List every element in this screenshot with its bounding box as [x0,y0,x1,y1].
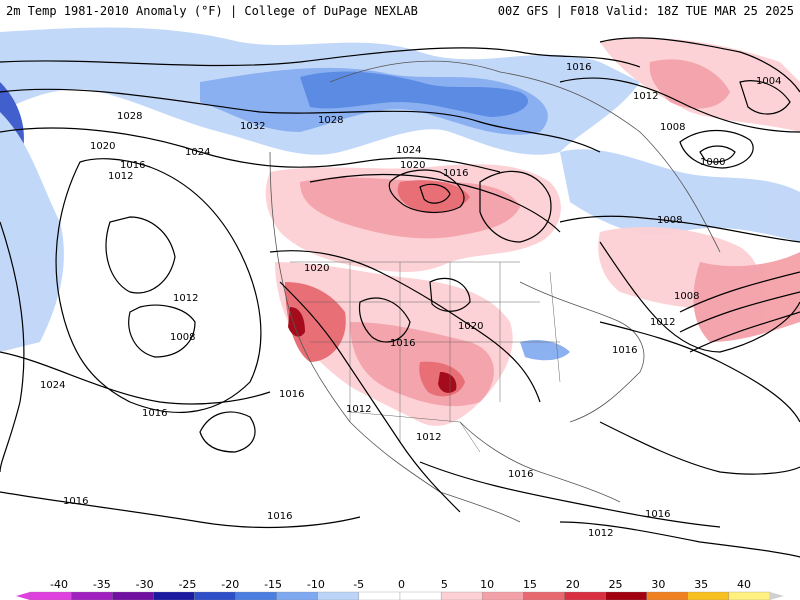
colorbar-tick-label: -30 [136,578,154,591]
colorbar-tick-label: 0 [398,578,405,591]
colorbar-swatch [276,591,318,600]
colorbar-tick-label: 40 [737,578,751,591]
colorbar-min-arrow [16,592,30,600]
colorbar-max-arrow [770,592,784,600]
isobar-label: 1016 [120,160,145,171]
colorbar-tick-label: 30 [651,578,665,591]
isobar-label: 1008 [657,215,682,226]
colorbar-tick-label: 20 [566,578,580,591]
isobar-label: 1008 [170,332,195,343]
colorbar-swatch [523,591,565,600]
political-borders [290,261,561,453]
isobar-label: 1000 [700,157,725,168]
isobar-label: 1020 [458,321,483,332]
isobar-label: 1016 [279,389,304,400]
colorbar-swatch [358,591,401,600]
isobar-label: 1012 [633,91,658,102]
colorbar-tick-label: -25 [178,578,196,591]
isobar-label: 1016 [63,496,88,507]
colorbar-swatch [399,591,442,600]
isobar-label: 1024 [396,145,421,156]
colorbar-swatch [194,591,236,600]
isobar-label: 1016 [142,408,167,419]
colorbar-swatch [112,591,154,600]
colorbar-swatches [16,591,784,600]
colorbar-tick-label: -20 [221,578,239,591]
colorbar-swatch [235,591,277,600]
isobar-label: 1020 [304,263,329,274]
colorbar-tick-label: -15 [264,578,282,591]
anomaly-map: 1028 1032 1028 1024 1020 1016 1016 1004 … [0,22,800,576]
isobar-label: 1012 [173,293,198,304]
cold-anomaly-regions [0,27,800,361]
colorbar-swatch [29,591,72,600]
isobar-label: 1016 [566,62,591,73]
colorbar-swatch [440,591,483,600]
isobar-label: 1012 [346,404,371,415]
isobar-label: 1024 [185,147,210,158]
colorbar-tick-label: 5 [441,578,448,591]
isobar-label: 1012 [108,171,133,182]
colorbar-tick-label: 25 [609,578,623,591]
coastlines [269,60,721,523]
isobar-label: 1028 [318,115,343,126]
isobar-label: 1028 [117,111,142,122]
map-title: 2m Temp 1981-2010 Anomaly (°F) | College… [6,4,418,18]
colorbar-swatch [482,591,524,600]
isobar-label: 1012 [650,317,675,328]
model-run-label: 00Z GFS | F018 Valid: 18Z TUE MAR 25 202… [497,4,794,18]
isobar-label: 1016 [645,509,670,520]
isobar-label: 1012 [416,432,441,443]
isobars [0,37,800,558]
colorbar-tick-label: -10 [307,578,325,591]
isobar-label: 1012 [588,528,613,539]
colorbar-swatch [728,591,771,600]
colorbar-swatch [153,591,195,600]
isobar-label: 1016 [390,338,415,349]
temperature-colorbar: -40 -35 -30 -25 -20 -15 -10 -5 0 5 10 15 20 25 30 35 40 [16,578,784,600]
colorbar-swatch [605,591,647,600]
isobar-label: 1032 [240,121,265,132]
map-header: 2m Temp 1981-2010 Anomaly (°F) | College… [0,0,800,22]
colorbar-tick-label: 15 [523,578,537,591]
isobar-label: 1016 [508,469,533,480]
colorbar-swatch [317,591,360,600]
colorbar-ticks: -40 -35 -30 -25 -20 -15 -10 -5 0 5 10 15 20 25 30 35 40 [50,578,751,591]
isobar-label: 1008 [674,291,699,302]
isobar-label: 1004 [756,76,781,87]
isobar-labels: 1028 1032 1028 1024 1020 1016 1016 1004 … [40,62,781,539]
isobar-label: 1016 [267,511,292,522]
colorbar-tick-label: 10 [480,578,494,591]
colorbar-swatch [687,591,730,600]
colorbar-tick-label: 35 [694,578,708,591]
isobar-label: 1008 [660,122,685,133]
colorbar-tick-label: -35 [93,578,111,591]
isobar-label: 1016 [443,168,468,179]
isobar-label: 1020 [400,160,425,171]
colorbar-tick-label: -40 [50,578,68,591]
isobar-label: 1016 [612,345,637,356]
colorbar-swatch [646,591,688,600]
isobar-label: 1024 [40,380,65,391]
colorbar-tick-label: -5 [353,578,364,591]
colorbar-swatch [564,591,606,600]
isobar-label: 1020 [90,141,115,152]
colorbar-swatch [70,591,113,600]
